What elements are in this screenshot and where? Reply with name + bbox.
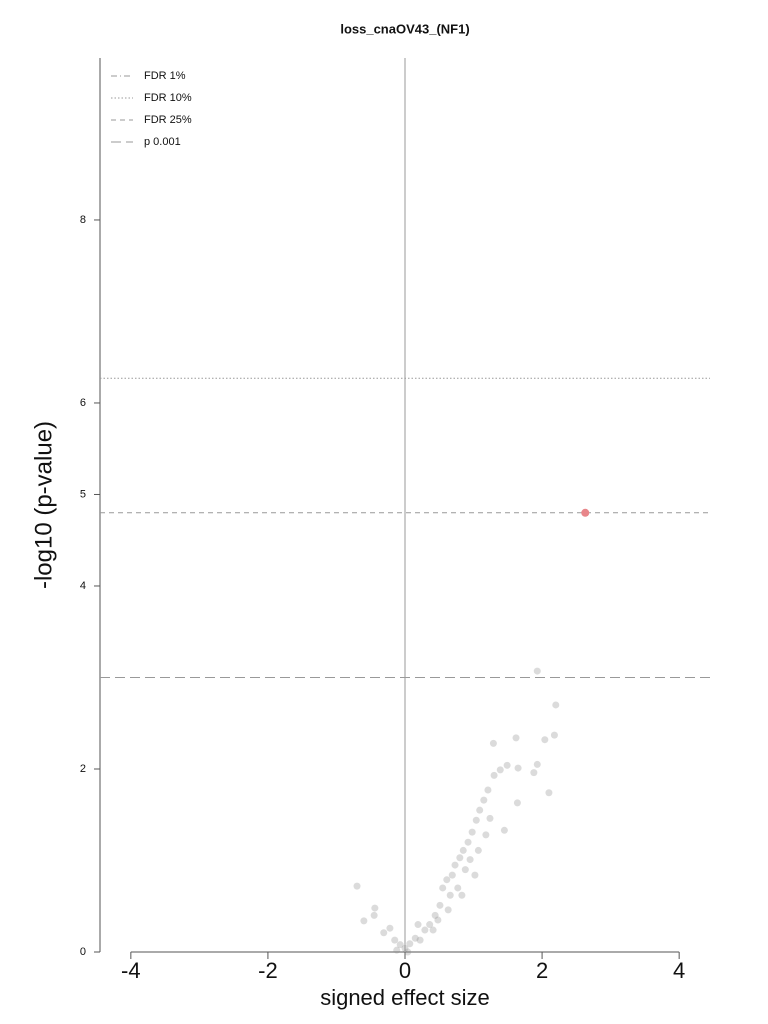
legend-label: p 0.001: [144, 136, 181, 148]
point: [370, 911, 378, 919]
point: [429, 926, 437, 934]
legend-label: FDR 10%: [144, 92, 192, 104]
point: [464, 838, 472, 846]
point: [458, 891, 466, 899]
point: [386, 924, 394, 932]
point: [530, 769, 538, 777]
point: [503, 761, 511, 769]
point: [472, 816, 480, 824]
x-tick-label: 2: [536, 958, 548, 983]
point: [391, 936, 399, 944]
y-tick-label: 4: [80, 580, 86, 592]
point: [434, 916, 442, 924]
y-tick-label: 0: [80, 946, 86, 958]
point: [443, 876, 451, 884]
point: [490, 771, 498, 779]
point: [380, 929, 388, 937]
highlight-point: [581, 508, 590, 517]
point: [444, 906, 452, 914]
point: [360, 917, 368, 925]
point: [550, 731, 558, 739]
point: [466, 856, 474, 864]
point: [468, 828, 476, 836]
y-axis-label: -log10 (p-value): [30, 421, 57, 589]
point: [496, 766, 504, 774]
point: [401, 944, 409, 952]
point: [471, 871, 479, 879]
point: [426, 921, 434, 929]
point: [533, 760, 541, 768]
point: [406, 940, 414, 948]
legend-label: FDR 25%: [144, 114, 192, 126]
point: [482, 831, 490, 839]
point: [456, 854, 464, 862]
point: [421, 926, 429, 934]
point: [414, 921, 422, 929]
point: [448, 871, 456, 879]
point: [512, 734, 520, 742]
x-tick-label: -4: [121, 958, 141, 983]
point: [489, 739, 497, 747]
point: [533, 667, 541, 675]
point: [454, 884, 462, 892]
y-tick-label: 2: [80, 763, 86, 775]
point: [436, 901, 444, 909]
point: [393, 946, 401, 954]
point: [474, 846, 482, 854]
point: [411, 934, 419, 942]
chart-title: loss_cnaOV43_(NF1): [340, 21, 469, 36]
point: [552, 701, 560, 709]
x-tick-label: 4: [673, 958, 685, 983]
point: [514, 764, 522, 772]
point: [446, 891, 454, 899]
y-tick-label: 5: [80, 488, 86, 500]
point: [431, 911, 439, 919]
point: [396, 941, 404, 949]
point: [371, 904, 379, 912]
y-tick-label: 8: [80, 214, 86, 226]
point: [439, 884, 447, 892]
point: [545, 789, 553, 797]
point: [486, 814, 494, 822]
y-tick-label: 6: [80, 397, 86, 409]
point: [404, 948, 412, 956]
point: [500, 826, 508, 834]
point: [461, 866, 469, 874]
point: [541, 736, 549, 744]
point: [353, 882, 361, 890]
point: [459, 846, 467, 854]
point: [484, 786, 492, 794]
x-tick-label: 0: [399, 958, 411, 983]
x-axis-label: signed effect size: [320, 985, 490, 1010]
point: [416, 936, 424, 944]
point: [480, 796, 488, 804]
point: [513, 799, 521, 807]
legend-label: FDR 1%: [144, 70, 186, 82]
point: [476, 806, 484, 814]
x-tick-label: -2: [258, 958, 278, 983]
point: [451, 861, 459, 869]
